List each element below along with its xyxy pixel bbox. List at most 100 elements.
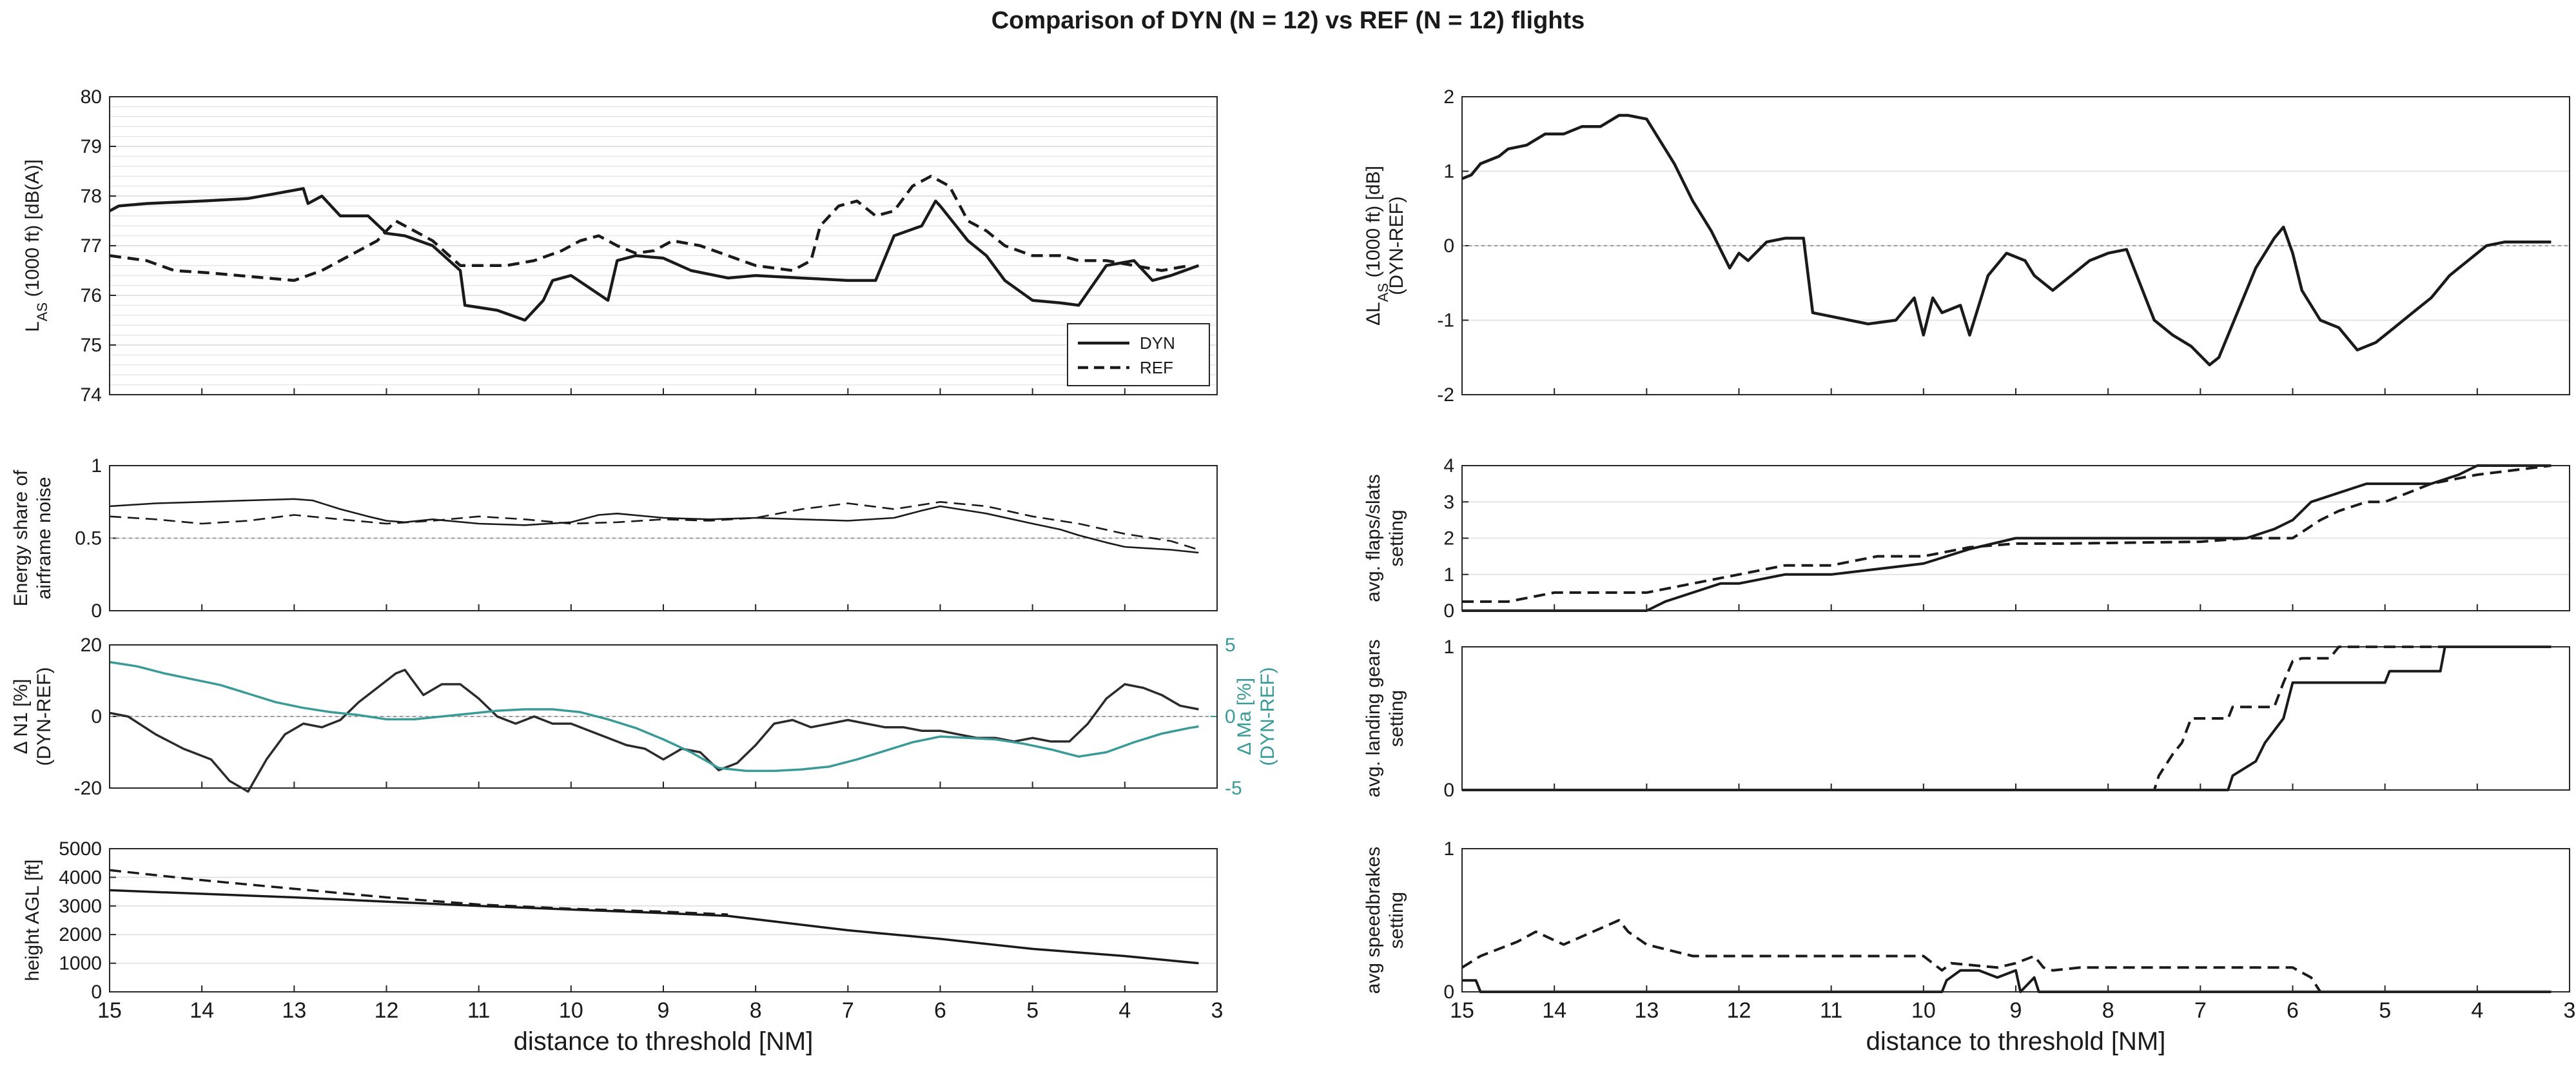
y-tick-label: 4 bbox=[1443, 455, 1454, 477]
x-tick-label: 9 bbox=[2010, 998, 2022, 1023]
y-tick-label: 20 bbox=[81, 635, 102, 656]
y-axis-label: LAS (1000 ft) [dB(A)] bbox=[22, 159, 50, 332]
x-tick-label: 11 bbox=[467, 998, 490, 1023]
x-tick-label: 12 bbox=[375, 998, 399, 1023]
x-tick-label: 3 bbox=[1211, 998, 1224, 1023]
y-axis-label: Δ N1 [%] bbox=[10, 679, 32, 755]
y-tick-label: 2 bbox=[1443, 86, 1454, 108]
y-tick-label: 0 bbox=[1443, 600, 1454, 622]
plot-frame bbox=[1461, 96, 2570, 395]
plot-frame bbox=[109, 848, 1218, 992]
x-tick-label: 14 bbox=[190, 998, 214, 1023]
y-tick-label: 1 bbox=[1443, 838, 1454, 860]
x-tick-label: 5 bbox=[2379, 998, 2391, 1023]
series-dyn-line bbox=[1462, 969, 2552, 993]
y-axis-label: (DYN-REF) bbox=[34, 667, 55, 765]
legend-label-dyn: DYN bbox=[1140, 333, 1175, 353]
y-axis-label: (DYN-REF) bbox=[1386, 196, 1407, 295]
series-dyn-line bbox=[109, 498, 1199, 554]
x-axis-label: distance to threshold [NM] bbox=[514, 1027, 814, 1056]
figure-title: Comparison of DYN (N = 12) vs REF (N = 1… bbox=[991, 7, 1585, 34]
right-tick-label: -5 bbox=[1225, 778, 1242, 799]
y-axis-label: Energy share of bbox=[10, 469, 32, 606]
y-axis-label: setting bbox=[1386, 509, 1407, 566]
x-tick-label: 4 bbox=[1118, 998, 1131, 1023]
y-tick-label: 2000 bbox=[59, 924, 102, 945]
x-tick-label: 9 bbox=[658, 998, 670, 1023]
y-tick-label: 1 bbox=[91, 455, 102, 477]
legend: DYN REF bbox=[1067, 323, 1210, 386]
plot-frame bbox=[1461, 465, 2570, 611]
y-tick-label: 0 bbox=[91, 982, 102, 1003]
x-tick-label: 4 bbox=[2471, 998, 2483, 1023]
right-axis-label: Δ Ma [%] bbox=[1234, 678, 1255, 755]
y-axis-label: setting bbox=[1386, 892, 1407, 949]
x-tick-label: 14 bbox=[1542, 998, 1566, 1023]
x-tick-label: 12 bbox=[1727, 998, 1751, 1023]
x-tick-label: 13 bbox=[1634, 998, 1659, 1023]
x-tick-label: 3 bbox=[2564, 998, 2576, 1023]
series-ref-line bbox=[1462, 646, 2552, 791]
y-tick-label: 77 bbox=[81, 235, 102, 257]
x-tick-label: 7 bbox=[2194, 998, 2207, 1023]
y-tick-label: 1000 bbox=[59, 953, 102, 974]
x-tick-label: 15 bbox=[97, 998, 122, 1023]
y-tick-label: -2 bbox=[1437, 384, 1454, 406]
right-tick-label: 0 bbox=[1225, 706, 1236, 727]
y-tick-label: 1 bbox=[1443, 564, 1454, 586]
chart-gears: 0 1 avg. landing gears setting bbox=[1363, 637, 2570, 801]
chart-flaps: 0 1 2 3 4 avg. flaps/slats setting bbox=[1363, 455, 2570, 622]
y-tick-label: 80 bbox=[81, 86, 102, 108]
y-tick-label: 3000 bbox=[59, 896, 102, 917]
x-tick-label: 6 bbox=[934, 998, 946, 1023]
y-axis-label: ΔLAS (1000 ft) [dB] bbox=[1363, 166, 1391, 326]
y-tick-label: 0 bbox=[1443, 235, 1454, 257]
y-axis-label: setting bbox=[1386, 690, 1407, 747]
x-tick-label: 11 bbox=[1820, 998, 1842, 1023]
y-tick-label: 0.5 bbox=[75, 528, 102, 549]
y-tick-label: 4000 bbox=[59, 867, 102, 888]
right-tick-label: 5 bbox=[1225, 635, 1236, 656]
series--n1-line bbox=[109, 669, 1199, 793]
series-ref-line bbox=[109, 869, 728, 916]
y-tick-label: 5000 bbox=[59, 838, 102, 860]
plot-frame bbox=[1461, 848, 2570, 992]
legend-box bbox=[1067, 323, 1210, 386]
y-tick-label: 2 bbox=[1443, 528, 1454, 549]
x-tick-label: 10 bbox=[1911, 998, 1936, 1023]
series--l-as-line bbox=[1461, 114, 2552, 367]
x-tick-label: 13 bbox=[282, 998, 306, 1023]
y-axis-label: height AGL [ft] bbox=[22, 859, 43, 981]
x-tick-label: 7 bbox=[842, 998, 854, 1023]
series-dyn-line bbox=[1462, 464, 2552, 612]
y-tick-label: 76 bbox=[81, 285, 102, 306]
y-tick-label: 0 bbox=[91, 600, 102, 622]
y-tick-label: 78 bbox=[81, 186, 102, 207]
y-axis-label: airframe noise bbox=[34, 477, 55, 599]
y-tick-label: 75 bbox=[81, 335, 102, 356]
series-dyn-line bbox=[109, 889, 1199, 965]
x-tick-label: 8 bbox=[750, 998, 762, 1023]
chart-dlas: -2 -1 0 1 2 ΔLAS (1000 ft) [dB] (DYN-REF) bbox=[1363, 86, 2570, 406]
x-tick-label: 5 bbox=[1026, 998, 1039, 1023]
x-tick-label: 8 bbox=[2102, 998, 2114, 1023]
y-tick-label: 79 bbox=[81, 136, 102, 157]
legend-label-ref: REF bbox=[1140, 358, 1173, 377]
series-ref-line bbox=[1462, 464, 2552, 603]
series-dyn-line bbox=[108, 187, 1200, 322]
series-ref-line bbox=[109, 174, 1190, 282]
chart-las: 74 75 76 77 78 79 80 LAS (1000 ft) [dB(A)] DYN RE… bbox=[22, 86, 1218, 406]
y-tick-label: -1 bbox=[1437, 310, 1454, 331]
y-tick-label: 1 bbox=[1443, 637, 1454, 658]
x-tick-label: 10 bbox=[559, 998, 583, 1023]
y-tick-label: 0 bbox=[1443, 780, 1454, 801]
x-tick-label: 15 bbox=[1450, 998, 1474, 1023]
right-axis-label: (DYN-REF) bbox=[1257, 667, 1278, 765]
plot-frame bbox=[1461, 646, 2570, 791]
series--ma-line bbox=[109, 660, 1199, 773]
y-tick-label: 3 bbox=[1443, 491, 1454, 513]
chart-height: 0 1000 2000 3000 4000 5000 15 14 13 12 11 10 9 8 7 6 5 4 3… bbox=[22, 838, 1223, 1056]
x-tick-label: 6 bbox=[2287, 998, 2299, 1023]
